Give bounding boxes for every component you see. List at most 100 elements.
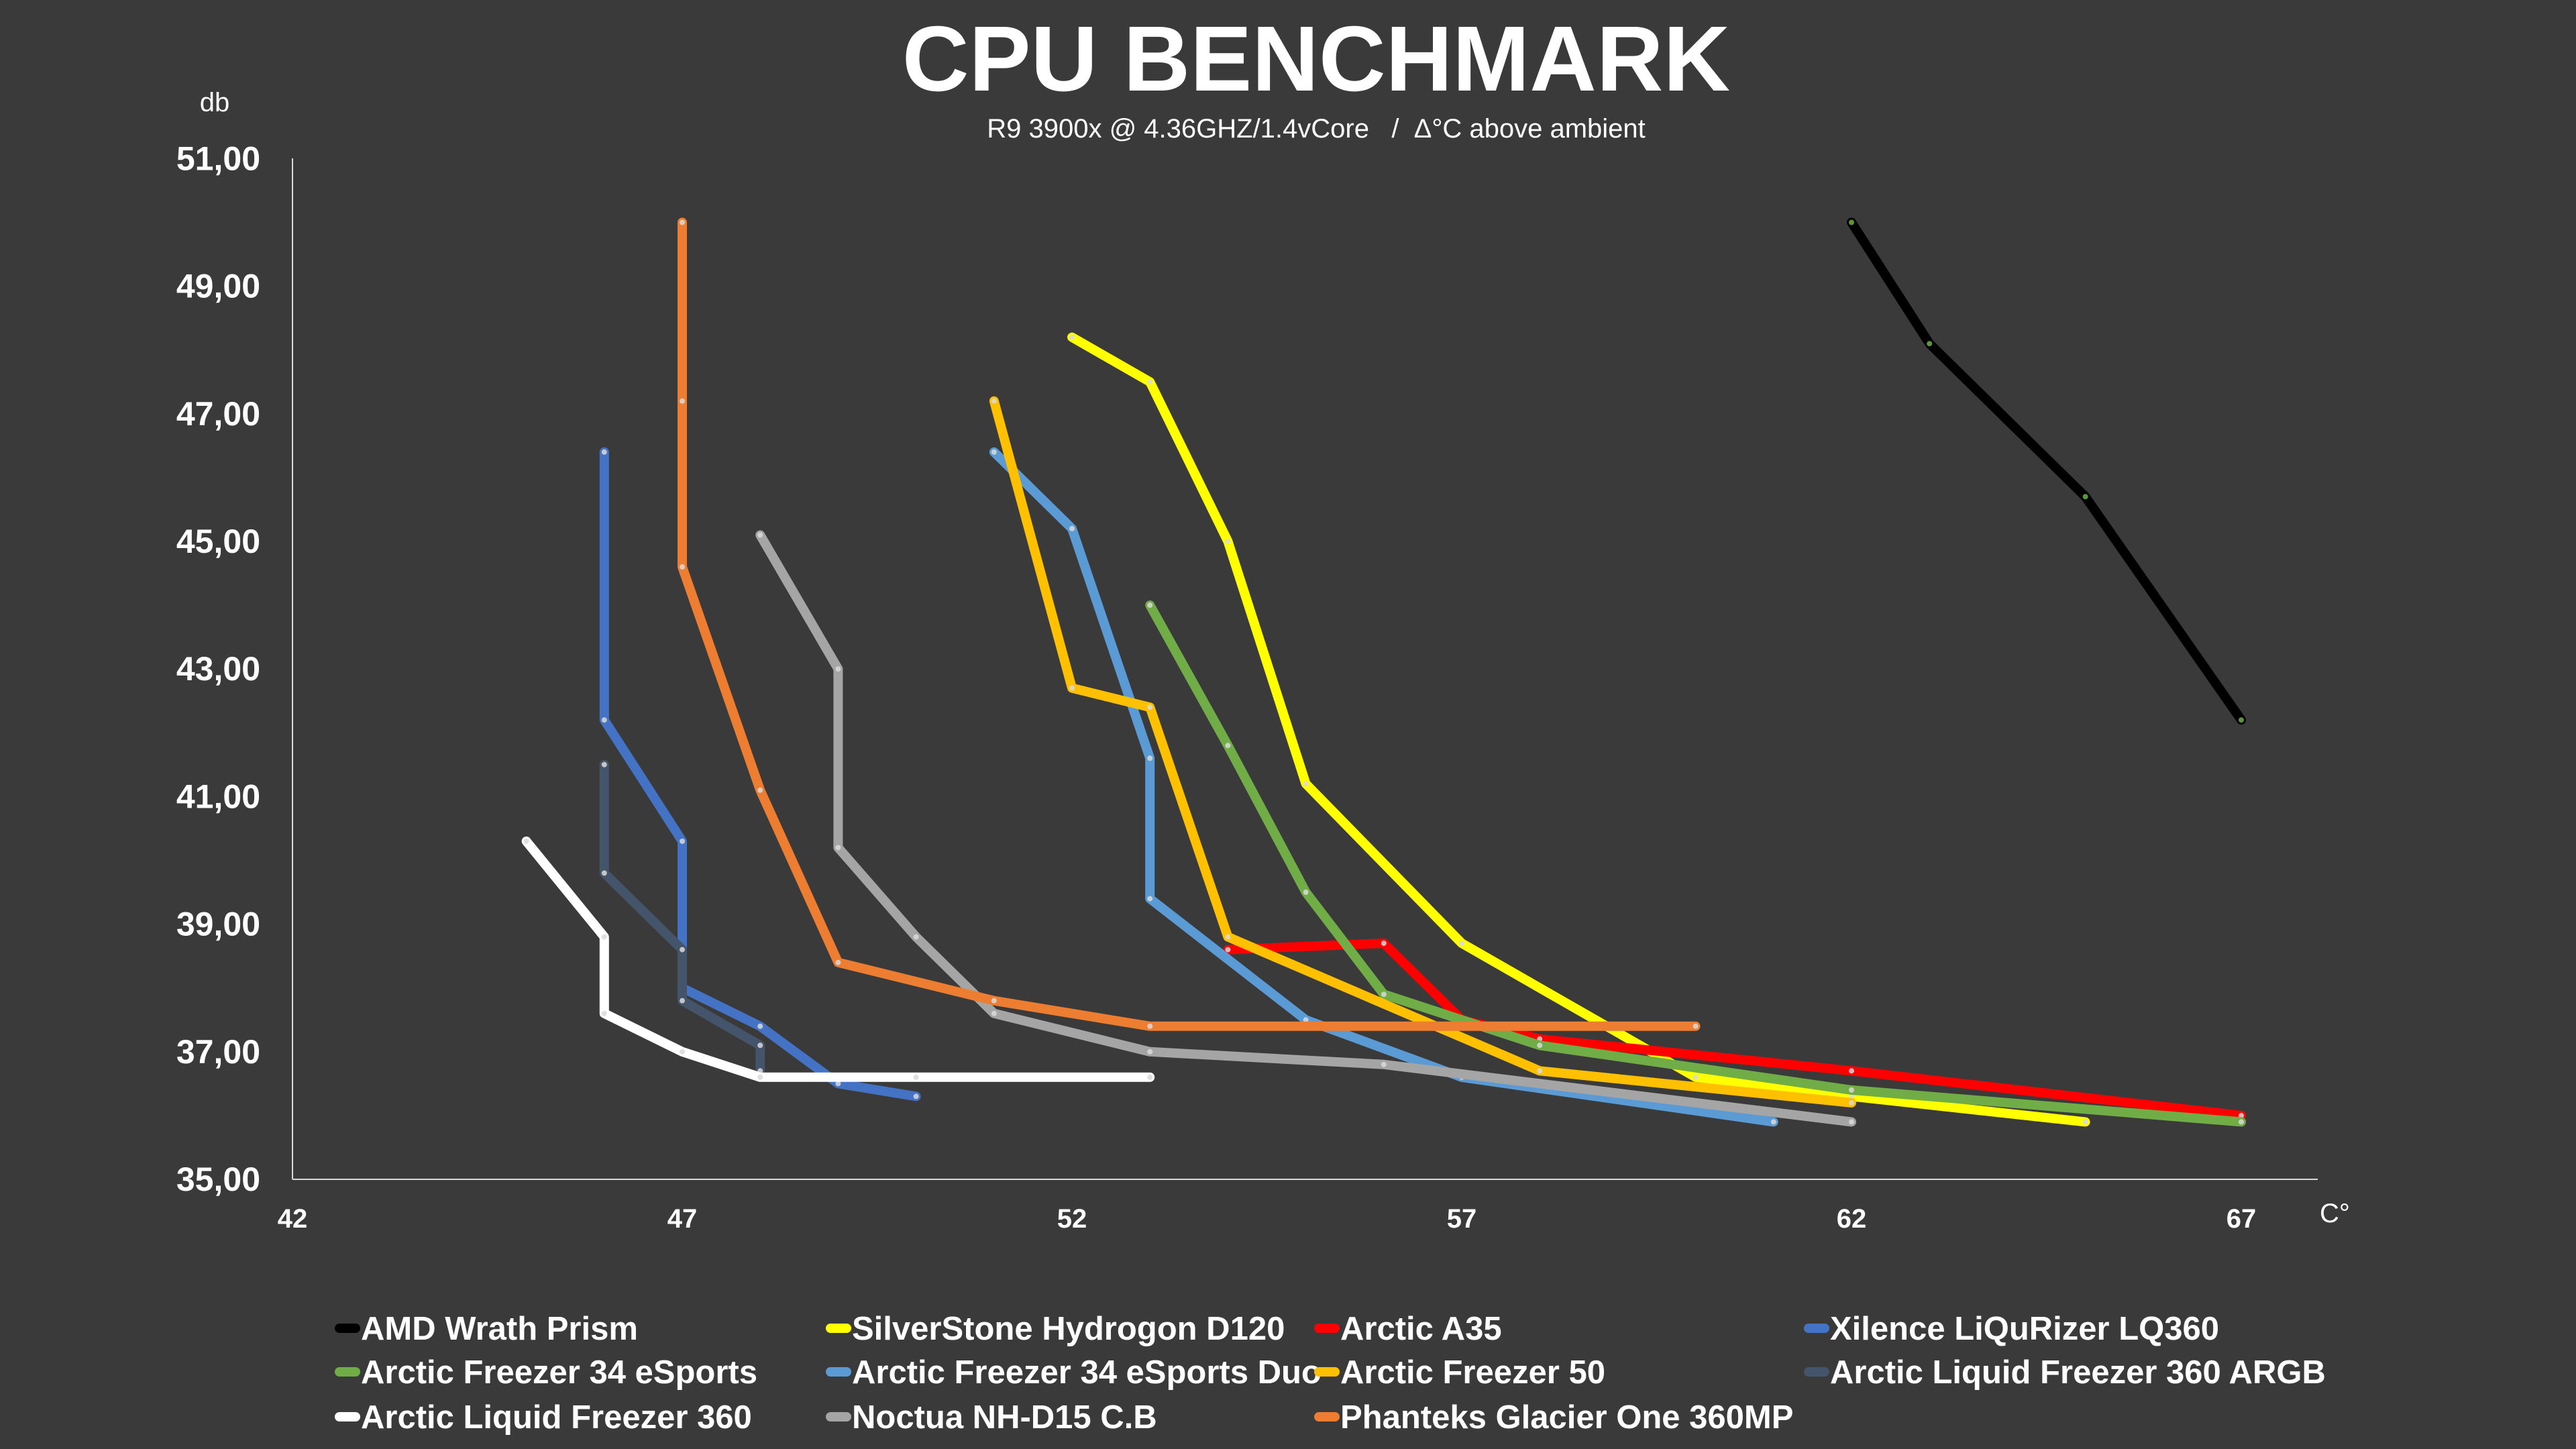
data-point xyxy=(1693,1023,1699,1029)
data-point xyxy=(601,934,607,940)
data-point xyxy=(601,449,607,455)
data-point xyxy=(913,1093,919,1099)
data-point xyxy=(1303,890,1309,895)
legend-label: Phanteks Glacier One 360MP xyxy=(1340,1399,1793,1436)
chart-title: CPU BENCHMARK xyxy=(902,7,1730,111)
data-point xyxy=(991,449,997,455)
data-point xyxy=(913,934,919,940)
data-point xyxy=(680,219,685,225)
series-line-arctic-liquid-freezer-360-argb xyxy=(599,759,765,1076)
legend: AMD Wrath Prism SilverStone Hydrogon D120… xyxy=(335,1311,2326,1436)
data-point xyxy=(1849,219,1854,225)
y-tick-label: 45,00 xyxy=(176,523,260,560)
data-point xyxy=(1927,341,1933,347)
series-line-arctic-freezer-34-esports xyxy=(1145,600,2246,1127)
data-point xyxy=(2239,1119,2244,1125)
data-point xyxy=(1303,781,1309,787)
data-point xyxy=(1770,1119,1776,1125)
data-point xyxy=(835,845,841,851)
y-tick-label: 37,00 xyxy=(176,1033,260,1071)
legend-label: Arctic Liquid Freezer 360 ARGB xyxy=(1830,1354,2326,1391)
data-point xyxy=(757,787,763,793)
data-point xyxy=(601,1010,607,1016)
series-line-noctua-nh-d15-c-b xyxy=(755,530,1856,1127)
data-point xyxy=(1147,755,1153,761)
legend-item-noctua-nh-d15-c-b: Noctua NH-D15 C.B xyxy=(826,1399,1157,1436)
legend-item-xilence-liqurizer-lq360: Xilence LiQuRizer LQ360 xyxy=(1804,1311,2219,1347)
data-point xyxy=(835,959,841,965)
data-point xyxy=(1849,1099,1854,1106)
data-point xyxy=(1147,704,1153,710)
data-point xyxy=(835,1081,841,1087)
x-tick-label: 62 xyxy=(1837,1204,1867,1234)
data-point xyxy=(2082,494,2088,500)
legend-item-arctic-freezer-34-esports: Arctic Freezer 34 eSports xyxy=(335,1354,757,1391)
data-point xyxy=(680,839,685,844)
legend-label: Arctic Liquid Freezer 360 xyxy=(361,1399,752,1436)
data-point xyxy=(2082,1119,2088,1125)
data-point xyxy=(1069,334,1075,340)
legend-item-arctic-a35: Arctic A35 xyxy=(1314,1311,1502,1347)
data-point xyxy=(1069,685,1075,691)
legend-item-arctic-freezer-34-esports-duo: Arctic Freezer 34 eSports Duo xyxy=(826,1354,1322,1391)
data-point xyxy=(1147,896,1153,902)
data-point xyxy=(757,532,763,538)
data-point xyxy=(1225,539,1231,544)
series-silverstone-hydrogon-d120 xyxy=(1067,332,2090,1127)
series-amd-wrath-prism xyxy=(1847,217,2246,725)
data-point xyxy=(1381,1061,1387,1067)
data-point xyxy=(523,839,529,844)
y-tick-label: 49,00 xyxy=(176,268,260,305)
data-point xyxy=(1459,941,1464,947)
data-point xyxy=(991,398,997,404)
y-tick-label: 39,00 xyxy=(176,906,260,943)
data-point xyxy=(757,1023,763,1029)
x-tick-label: 42 xyxy=(278,1204,308,1234)
data-point xyxy=(757,1042,763,1049)
y-tick-label: 35,00 xyxy=(176,1161,260,1198)
series-noctua-nh-d15-c-b xyxy=(755,530,1856,1127)
series-xilence-liqurizer-lq360 xyxy=(599,447,921,1102)
data-point xyxy=(1069,526,1075,531)
data-point xyxy=(1225,934,1231,940)
data-point xyxy=(680,947,685,953)
series-arctic-liquid-freezer-360-argb xyxy=(599,759,765,1076)
data-point xyxy=(2239,1112,2244,1118)
series-arctic-liquid-freezer-360 xyxy=(521,837,1155,1082)
data-point xyxy=(1147,379,1153,385)
legend-label: Arctic Freezer 50 xyxy=(1340,1354,1605,1391)
legend-item-arctic-liquid-freezer-360-argb: Arctic Liquid Freezer 360 ARGB xyxy=(1804,1354,2326,1391)
legend-label: SilverStone Hydrogon D120 xyxy=(852,1311,1285,1347)
legend-item-phanteks-glacier-one-360mp: Phanteks Glacier One 360MP xyxy=(1314,1399,1793,1436)
data-point xyxy=(680,398,685,404)
data-point xyxy=(1849,1119,1854,1125)
data-point xyxy=(1849,1093,1854,1099)
legend-label: Arctic Freezer 34 eSports xyxy=(361,1354,757,1391)
data-point xyxy=(1849,1087,1854,1093)
x-axis-title: C° xyxy=(2320,1199,2350,1228)
x-tick-label: 67 xyxy=(2226,1204,2257,1234)
data-point xyxy=(757,1074,763,1080)
data-point xyxy=(680,998,685,1004)
data-point xyxy=(991,998,997,1004)
series-line-amd-wrath-prism xyxy=(1847,217,2246,725)
data-point xyxy=(1147,602,1153,608)
data-point xyxy=(601,870,607,876)
legend-label: Arctic A35 xyxy=(1340,1311,1502,1347)
data-point xyxy=(1381,991,1387,998)
y-tick-label: 47,00 xyxy=(176,395,260,433)
y-axis-ticks: 35,00 37,00 39,00 41,00 43,00 45,00 47,00 49,00… xyxy=(176,140,260,1198)
data-point xyxy=(1693,1074,1699,1080)
data-point xyxy=(601,717,607,723)
y-tick-label: 41,00 xyxy=(176,777,260,815)
data-point xyxy=(680,1049,685,1055)
series-line-silverstone-hydrogon-d120 xyxy=(1067,332,2090,1127)
data-point xyxy=(1303,1017,1309,1023)
x-tick-label: 47 xyxy=(667,1204,698,1234)
series-line-phanteks-glacier-one-360mp xyxy=(678,217,1701,1031)
x-tick-label: 52 xyxy=(1057,1204,1087,1234)
series-arctic-freezer-34-esports xyxy=(1145,600,2246,1127)
series-arctic-freezer-50 xyxy=(989,396,1856,1108)
legend-label: Xilence LiQuRizer LQ360 xyxy=(1830,1311,2219,1347)
